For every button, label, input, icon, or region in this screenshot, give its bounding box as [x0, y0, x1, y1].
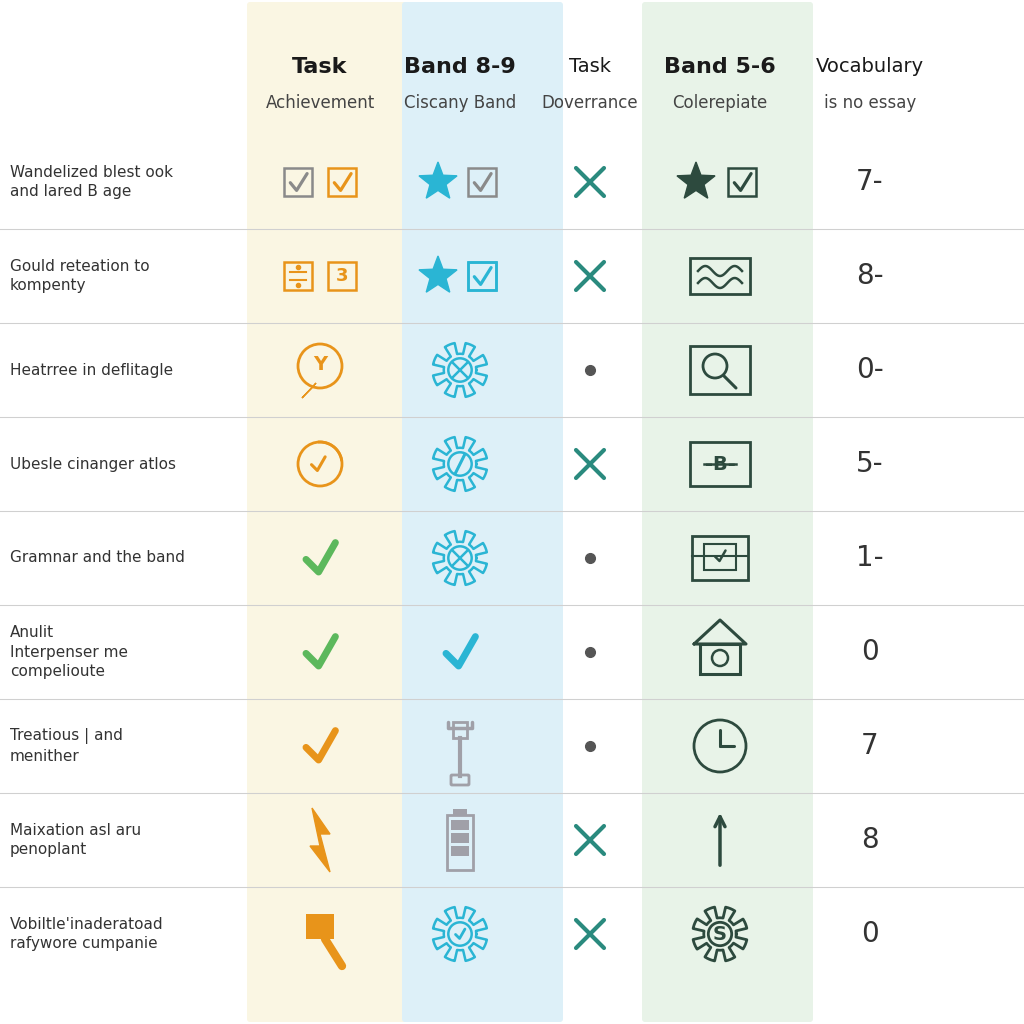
Text: 8: 8 [861, 826, 879, 854]
Polygon shape [310, 808, 330, 872]
Text: Colerepiate: Colerepiate [673, 94, 768, 112]
FancyBboxPatch shape [453, 809, 467, 815]
FancyBboxPatch shape [247, 2, 408, 1022]
Polygon shape [419, 162, 457, 199]
Text: 5-: 5- [856, 450, 884, 478]
Text: Wandelized blest ook
and lared B age: Wandelized blest ook and lared B age [10, 165, 173, 200]
Text: Treatious | and
menither: Treatious | and menither [10, 728, 123, 764]
FancyBboxPatch shape [451, 820, 469, 830]
Text: Achievement: Achievement [265, 94, 375, 112]
Text: 7: 7 [861, 732, 879, 760]
FancyBboxPatch shape [642, 2, 813, 1022]
Text: Band 8-9: Band 8-9 [404, 57, 516, 77]
Text: Anulit
Interpenser me
compelioute: Anulit Interpenser me compelioute [10, 625, 128, 679]
Text: Gramnar and the band: Gramnar and the band [10, 551, 185, 565]
Text: S: S [713, 925, 727, 943]
Text: Y: Y [313, 354, 327, 374]
Text: Task: Task [292, 57, 348, 77]
Text: 0-: 0- [856, 356, 884, 384]
Text: Gould reteation to
kompenty: Gould reteation to kompenty [10, 259, 150, 294]
Text: Ciscany Band: Ciscany Band [403, 94, 516, 112]
Text: 0: 0 [861, 638, 879, 666]
Text: is no essay: is no essay [824, 94, 916, 112]
Polygon shape [419, 256, 457, 292]
Text: 8-: 8- [856, 262, 884, 290]
Text: 0: 0 [861, 920, 879, 948]
Text: Band 5-6: Band 5-6 [665, 57, 776, 77]
Text: Vobiltle'inaderatoad
rafywore cumpanie: Vobiltle'inaderatoad rafywore cumpanie [10, 916, 164, 951]
Text: Ubesle cinanger atlos: Ubesle cinanger atlos [10, 457, 176, 471]
Text: Vocabulary: Vocabulary [816, 57, 924, 77]
FancyBboxPatch shape [402, 2, 563, 1022]
Text: 7-: 7- [856, 168, 884, 196]
Polygon shape [306, 914, 334, 939]
Polygon shape [302, 383, 316, 398]
Text: 1-: 1- [856, 544, 884, 572]
FancyBboxPatch shape [451, 833, 469, 843]
Text: Heatrree in deflitagle: Heatrree in deflitagle [10, 362, 173, 378]
Text: Task: Task [569, 57, 611, 77]
Text: Maixation asl aru
penoplant: Maixation asl aru penoplant [10, 822, 141, 857]
FancyBboxPatch shape [451, 846, 469, 856]
Polygon shape [677, 162, 715, 199]
Text: -B-: -B- [705, 455, 735, 473]
Text: Doverrance: Doverrance [542, 94, 638, 112]
Text: 3: 3 [336, 267, 348, 285]
